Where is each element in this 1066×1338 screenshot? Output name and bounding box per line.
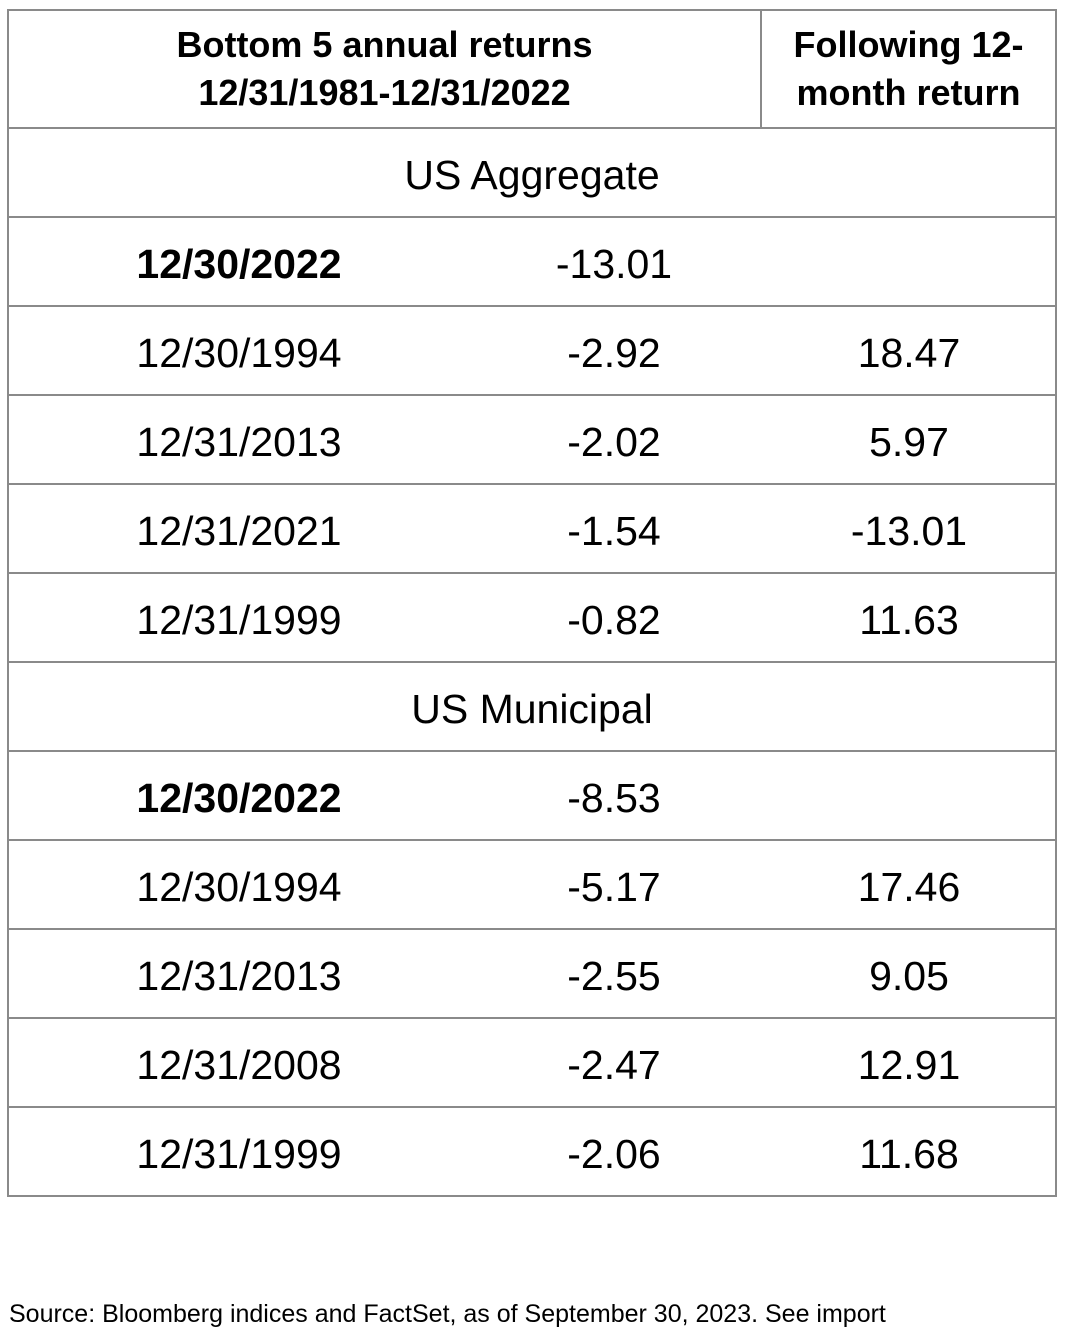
section-title: US Aggregate bbox=[404, 152, 660, 198]
date-cell: 12/31/1999 bbox=[136, 1131, 342, 1177]
return-cell: -2.47 bbox=[567, 1042, 661, 1088]
following-cell: 11.68 bbox=[859, 1131, 959, 1177]
data-row: 12/30/2022 -8.53 bbox=[9, 752, 1055, 841]
return-cell: -2.06 bbox=[567, 1131, 661, 1177]
returns-table: Bottom 5 annual returns 12/31/1981-12/31/… bbox=[7, 9, 1057, 1197]
following-cell: 12.91 bbox=[857, 1042, 961, 1088]
following-cell: 17.46 bbox=[857, 864, 961, 910]
header-line: month return bbox=[796, 72, 1021, 113]
date-cell: 12/31/1999 bbox=[136, 597, 342, 643]
header-line: Bottom 5 annual returns bbox=[176, 24, 593, 65]
data-row: 12/31/2021 -1.54 -13.01 bbox=[9, 485, 1055, 574]
following-cell: 18.47 bbox=[857, 330, 961, 376]
date-cell: 12/30/2022 bbox=[136, 241, 342, 287]
return-cell: -8.53 bbox=[567, 775, 661, 821]
header-line: Following 12- bbox=[793, 24, 1024, 65]
return-cell: -0.82 bbox=[567, 597, 661, 643]
section-row: US Municipal bbox=[9, 663, 1055, 752]
date-cell: 12/30/1994 bbox=[136, 864, 342, 910]
data-row: 12/31/1999 -2.06 11.68 bbox=[9, 1108, 1055, 1195]
header-cell: Following 12- month return bbox=[762, 11, 1055, 127]
return-cell: -13.01 bbox=[555, 241, 673, 287]
data-row: 12/31/2008 -2.47 12.91 bbox=[9, 1019, 1055, 1108]
return-cell: -2.55 bbox=[567, 953, 661, 999]
date-cell: 12/31/2013 bbox=[136, 419, 342, 465]
data-row: 12/31/1999 -0.82 11.63 bbox=[9, 574, 1055, 663]
return-cell: -2.02 bbox=[567, 419, 661, 465]
following-cell: 5.97 bbox=[869, 419, 949, 465]
date-cell: 12/30/1994 bbox=[136, 330, 342, 376]
following-cell: 11.63 bbox=[859, 597, 959, 643]
header-line: 12/31/1981-12/31/2022 bbox=[198, 72, 571, 113]
data-row: 12/30/1994 -2.92 18.47 bbox=[9, 307, 1055, 396]
data-row: 12/30/2022 -13.01 bbox=[9, 218, 1055, 307]
return-cell: -1.54 bbox=[567, 508, 661, 554]
following-cell: -13.01 bbox=[850, 508, 968, 554]
section-row: US Aggregate bbox=[9, 129, 1055, 218]
data-row: 12/30/1994 -5.17 17.46 bbox=[9, 841, 1055, 930]
return-cell: -5.17 bbox=[567, 864, 661, 910]
date-cell: 12/31/2021 bbox=[136, 508, 342, 554]
header-cell: Bottom 5 annual returns 12/31/1981-12/31/… bbox=[9, 11, 762, 127]
section-title: US Municipal bbox=[411, 686, 653, 732]
date-cell: 12/30/2022 bbox=[136, 775, 342, 821]
date-cell: 12/31/2008 bbox=[136, 1042, 342, 1088]
return-cell: -2.92 bbox=[567, 330, 661, 376]
source-note: Source: Bloomberg indices and FactSet, a… bbox=[9, 1300, 886, 1328]
data-row: 12/31/2013 -2.02 5.97 bbox=[9, 396, 1055, 485]
following-cell: 9.05 bbox=[869, 953, 949, 999]
header-row: Bottom 5 annual returns 12/31/1981-12/31/… bbox=[9, 11, 1055, 129]
date-cell: 12/31/2013 bbox=[136, 953, 342, 999]
data-row: 12/31/2013 -2.55 9.05 bbox=[9, 930, 1055, 1019]
